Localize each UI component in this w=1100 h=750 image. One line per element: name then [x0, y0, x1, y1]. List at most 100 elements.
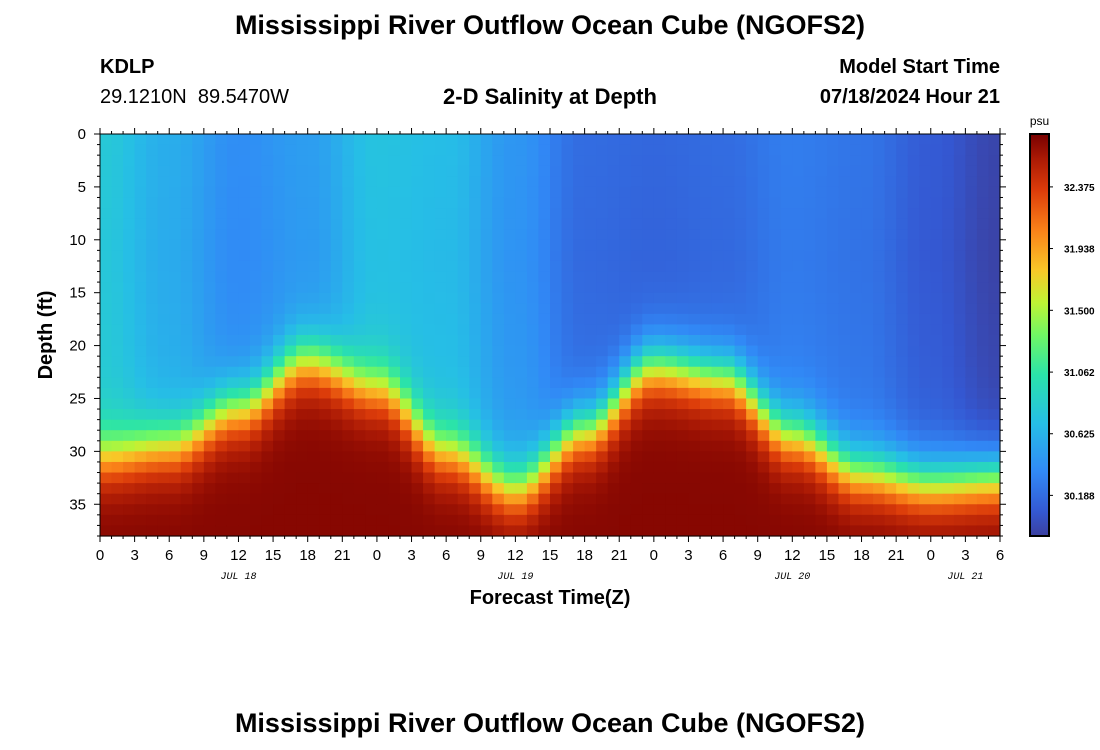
heatmap-cell [630, 324, 643, 336]
heatmap-cell [319, 440, 332, 452]
heatmap-cell [792, 250, 805, 262]
heatmap-cell [850, 134, 863, 146]
heatmap-cell [273, 176, 286, 188]
heatmap-cell [607, 440, 620, 452]
heatmap-cell [734, 292, 747, 304]
heatmap-cell [250, 483, 263, 495]
heatmap-cell [953, 155, 966, 167]
heatmap-cell [400, 155, 413, 167]
heatmap-cell [411, 335, 424, 347]
heatmap-cell [965, 218, 978, 230]
heatmap-cell [988, 472, 1001, 484]
heatmap-cell [400, 409, 413, 421]
heatmap-cell [515, 239, 528, 251]
heatmap-cell [907, 335, 920, 347]
heatmap-cell [561, 356, 574, 368]
heatmap-cell [976, 165, 990, 177]
heatmap-cell [192, 387, 205, 400]
heatmap-cell [976, 260, 990, 273]
heatmap-cell [353, 398, 366, 410]
heatmap-cell [665, 134, 678, 146]
heatmap-cell [688, 239, 701, 251]
heatmap-cell [665, 419, 678, 431]
heatmap-cell [596, 356, 609, 368]
heatmap-cell [123, 229, 136, 241]
heatmap-cell [146, 409, 159, 421]
heatmap-cell [434, 366, 447, 378]
heatmap-cell [676, 345, 690, 357]
heatmap-cell [907, 472, 920, 484]
heatmap-cell [515, 493, 528, 505]
heatmap-cell [469, 514, 482, 527]
heatmap-cell [330, 398, 343, 410]
heatmap-cell [815, 282, 828, 294]
heatmap-cell [873, 493, 886, 505]
heatmap-cell [503, 430, 516, 442]
heatmap-cell [538, 282, 551, 294]
heatmap-cell [850, 514, 863, 527]
heatmap-cell [850, 493, 863, 505]
heatmap-cell [123, 398, 136, 410]
heatmap-cell [573, 398, 586, 410]
heatmap-cell [157, 229, 170, 241]
heatmap-cell [642, 472, 655, 484]
heatmap-cell [688, 514, 701, 527]
heatmap-cell [365, 144, 378, 156]
heatmap-cell [503, 409, 516, 421]
heatmap-cell [723, 186, 736, 199]
heatmap-cell [307, 472, 320, 484]
heatmap-cell [584, 461, 597, 474]
heatmap-cell [988, 176, 1001, 188]
heatmap-cell [400, 134, 413, 146]
heatmap-cell [307, 335, 320, 347]
heatmap-cell [526, 472, 540, 484]
heatmap-cell [711, 483, 724, 495]
heatmap-cell [561, 472, 574, 484]
heatmap-cell [457, 377, 470, 389]
heatmap-cell [953, 366, 966, 378]
heatmap-cell [769, 218, 782, 230]
heatmap-cell [469, 239, 482, 251]
heatmap-cell [411, 324, 424, 336]
heatmap-cell [538, 398, 551, 410]
heatmap-cell [630, 282, 643, 294]
heatmap-cell [180, 398, 193, 410]
heatmap-cell [469, 387, 482, 400]
heatmap-cell [850, 303, 863, 315]
heatmap-cell [630, 229, 643, 241]
heatmap-cell [746, 366, 759, 378]
heatmap-cell [134, 134, 147, 146]
heatmap-cell [700, 472, 713, 484]
heatmap-cell [400, 324, 413, 336]
heatmap-cell [711, 260, 724, 273]
heatmap-cell [330, 144, 343, 156]
heatmap-cell [723, 250, 736, 262]
heatmap-cell [573, 197, 586, 209]
heatmap-cell [642, 366, 655, 378]
heatmap-cell [434, 176, 447, 188]
heatmap-cell [226, 419, 240, 431]
heatmap-cell [250, 313, 263, 326]
heatmap-cell [630, 250, 643, 262]
heatmap-cell [988, 514, 1001, 527]
heatmap-cell [919, 472, 932, 484]
heatmap-cell [319, 165, 332, 177]
heatmap-cell [434, 335, 447, 347]
y-tick-label: 35 [69, 496, 86, 513]
heatmap-cell [503, 197, 516, 209]
heatmap-cell [861, 387, 874, 400]
heatmap-cell [619, 218, 632, 230]
heatmap-cell [238, 218, 251, 230]
heatmap-cell [446, 165, 459, 177]
heatmap-cell [896, 419, 909, 431]
heatmap-cell [307, 483, 320, 495]
heatmap-cell [376, 324, 390, 336]
heatmap-cell [342, 303, 355, 315]
heatmap-cell [457, 186, 470, 199]
heatmap-cell [850, 430, 863, 442]
heatmap-cell [273, 345, 286, 357]
heatmap-cell [780, 155, 793, 167]
heatmap-cell [930, 440, 943, 452]
heatmap-cell [953, 525, 966, 537]
heatmap-cell [676, 155, 690, 167]
